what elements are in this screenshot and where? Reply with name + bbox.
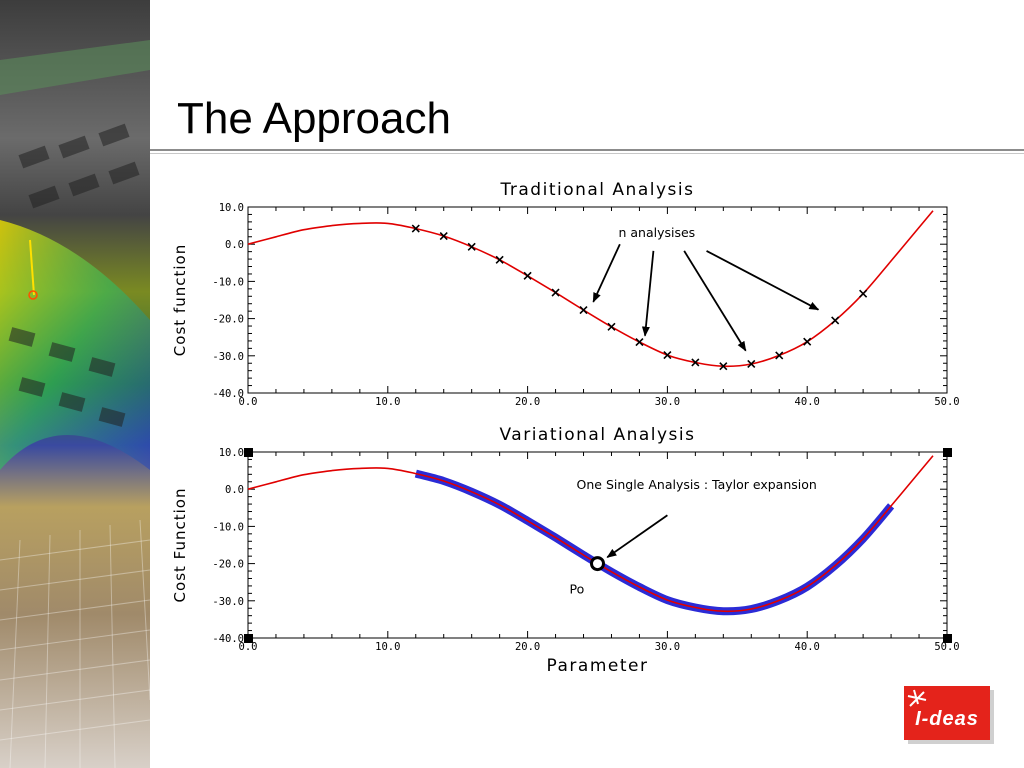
y-axis-label: Cost function (171, 244, 189, 356)
y-tick-label: 10.0 (219, 202, 244, 214)
point-po-label: Po (570, 582, 585, 597)
charts-area: Traditional Analysis Cost function 0.0 10.0… (150, 160, 1020, 685)
analysis-marker (439, 231, 448, 241)
analysis-marker (551, 288, 560, 297)
analysis-marker (775, 351, 784, 360)
analysis-marker (859, 289, 868, 298)
x-tick-label: 10.0 (375, 396, 400, 408)
corner-handle (244, 634, 253, 643)
analysis-marker (467, 242, 476, 251)
annotation-text: n analysises (618, 225, 695, 240)
x-tick-label: 40.0 (795, 396, 820, 408)
analysis-marker (635, 337, 644, 347)
chart-0: Traditional Analysis Cost function 0.0 10.0… (171, 180, 960, 408)
y-tick-label: -40.0 (212, 388, 244, 400)
x-tick-label: 0.0 (239, 641, 258, 653)
corner-handle (943, 634, 952, 643)
chart-title: Traditional Analysis (500, 180, 695, 200)
x-tick-label: 10.0 (375, 641, 400, 653)
charts-svg: Traditional Analysis Cost function 0.0 10.0… (171, 180, 960, 676)
analysis-marker (523, 271, 532, 280)
title-divider-light (150, 153, 1024, 154)
plot-frame (247, 206, 948, 394)
annotation-arrow (606, 514, 668, 559)
taylor-expansion-band (414, 469, 895, 616)
point-po (590, 556, 605, 572)
slide-title: The Approach (177, 94, 451, 143)
annotation-text: One Single Analysis : Taylor expansion (577, 477, 817, 492)
y-tick-label: 0.0 (225, 484, 244, 496)
x-tick-label: 50.0 (934, 641, 959, 653)
analysis-marker (579, 305, 588, 315)
x-tick-label: 30.0 (655, 641, 680, 653)
x-tick-label: 20.0 (515, 396, 540, 408)
y-tick-label: -10.0 (212, 276, 244, 288)
y-tick-label: -20.0 (212, 314, 244, 326)
x-tick-label: 30.0 (655, 396, 680, 408)
analysis-marker (495, 255, 504, 264)
logo-shadow (990, 690, 994, 744)
annotation-arrow (706, 250, 820, 311)
x-axis-label: Parameter (547, 656, 649, 676)
logo-shadow-bottom (908, 740, 994, 744)
x-tick-label: 40.0 (795, 641, 820, 653)
ideas-logo: I-deas (904, 686, 990, 740)
x-tick-label: 0.0 (239, 396, 258, 408)
annotation-arrow (641, 250, 655, 337)
analysis-marker (411, 224, 420, 233)
analysis-marker (607, 322, 616, 331)
x-tick-label: 50.0 (934, 396, 959, 408)
corner-handle (943, 448, 952, 457)
y-axis-label: Cost Function (171, 488, 189, 603)
cost-curve (247, 210, 934, 368)
analysis-marker (663, 350, 672, 360)
logo-text: I-deas (915, 708, 979, 730)
side-collage (0, 0, 150, 768)
y-tick-label: -40.0 (212, 633, 244, 645)
y-tick-label: -20.0 (212, 559, 244, 571)
analysis-marker (691, 358, 700, 367)
x-tick-label: 20.0 (515, 641, 540, 653)
annotation-arrow (683, 250, 747, 352)
y-tick-label: 10.0 (219, 447, 244, 459)
decorative-side-image (0, 0, 150, 768)
chart-1: Variational Analysis Cost Function Paramet… (171, 425, 960, 676)
annotation-arrow (592, 243, 621, 303)
title-divider (150, 149, 1024, 151)
analysis-marker (747, 359, 756, 369)
plot-frame (247, 451, 948, 639)
y-tick-label: -10.0 (212, 521, 244, 533)
logo-star-icon (907, 689, 927, 707)
analysis-marker (803, 337, 812, 346)
y-tick-label: 0.0 (225, 239, 244, 251)
analysis-marker (831, 316, 840, 325)
chart-title: Variational Analysis (499, 425, 695, 445)
corner-handle (244, 448, 253, 457)
y-tick-label: -30.0 (212, 596, 244, 608)
analysis-marker (719, 362, 728, 371)
y-tick-label: -30.0 (212, 351, 244, 363)
